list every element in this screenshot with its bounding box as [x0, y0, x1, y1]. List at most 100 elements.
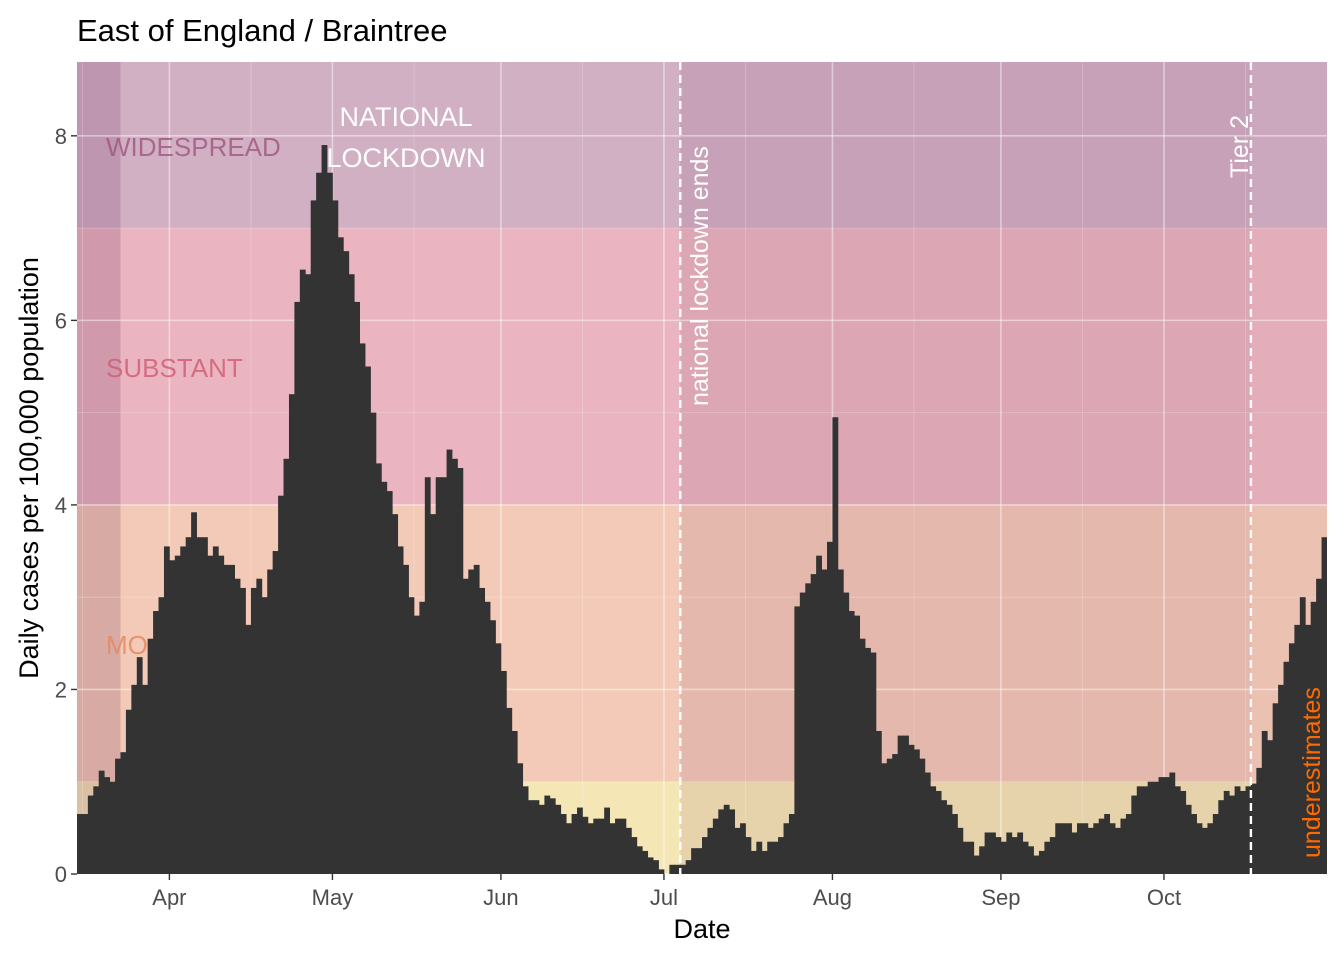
bar [261, 597, 268, 874]
bar [1033, 855, 1040, 874]
bar [1218, 800, 1225, 874]
bar [973, 855, 980, 874]
bar [1250, 783, 1257, 874]
bar [952, 814, 958, 874]
bar [810, 574, 817, 874]
bar [821, 569, 828, 874]
bar [761, 850, 768, 874]
y-axis-label: Daily cases per 100,000 population [14, 257, 44, 679]
bar [1115, 827, 1121, 874]
bar [1087, 827, 1094, 874]
bar [691, 848, 697, 874]
y-axis: 0 2 4 6 8 [55, 124, 77, 887]
bar [1028, 846, 1034, 874]
bar [1196, 823, 1203, 874]
bar [1305, 624, 1312, 874]
bar [1104, 814, 1111, 874]
bar [294, 301, 301, 875]
bar [832, 417, 839, 874]
bar [1006, 832, 1013, 874]
bar [397, 546, 404, 874]
band-label-substantial: SUBSTANT [106, 353, 243, 383]
bar [1278, 684, 1284, 874]
bar [1245, 786, 1252, 874]
bar [174, 555, 181, 874]
bar [120, 752, 127, 874]
bar [1202, 827, 1208, 874]
bar [1125, 814, 1132, 874]
bar [413, 615, 420, 874]
bar [1310, 601, 1317, 874]
bar [1000, 841, 1007, 874]
bar [196, 537, 203, 874]
bar [848, 611, 855, 874]
bar-series [77, 145, 1327, 875]
bar [1180, 790, 1187, 874]
bar [479, 587, 486, 874]
bar [642, 850, 649, 874]
bar [256, 578, 263, 874]
bar [163, 546, 170, 874]
bar [142, 684, 149, 874]
bar [549, 798, 556, 874]
bar [153, 611, 159, 874]
bar [881, 763, 888, 874]
annotations: NATIONAL LOCKDOWN national lockdown ends… [326, 102, 1326, 858]
bar [1055, 823, 1062, 874]
bar [359, 343, 366, 874]
bar [799, 592, 806, 874]
bar [267, 569, 274, 874]
bar [930, 786, 937, 874]
bar [240, 587, 246, 874]
bar [1077, 823, 1083, 874]
x-tick-label: Jul [650, 885, 678, 910]
bar [702, 837, 708, 874]
bar [892, 754, 899, 874]
bar [299, 269, 306, 874]
x-tick-label: Sep [981, 885, 1020, 910]
bar [1283, 661, 1290, 874]
bar [859, 638, 866, 874]
bar [452, 458, 458, 874]
bar [984, 832, 991, 874]
bar [685, 860, 692, 874]
bar [272, 551, 279, 874]
bar [441, 477, 447, 874]
bar [87, 795, 94, 874]
bar [408, 597, 415, 874]
bar [93, 786, 100, 874]
bar [957, 827, 964, 874]
x-axis: Apr May Jun Jul Aug Sep Oct [152, 874, 1181, 910]
bar [538, 804, 545, 874]
bar [332, 200, 339, 875]
bar [783, 823, 790, 874]
bar [354, 301, 361, 875]
bar [229, 564, 236, 874]
bar [348, 274, 355, 874]
underestimates-label: underestimates [1298, 687, 1326, 858]
bar [310, 200, 317, 875]
bar [370, 412, 377, 874]
bar [337, 237, 344, 874]
bar [1038, 850, 1045, 874]
bar [1093, 823, 1100, 874]
y-tick-label: 4 [55, 493, 67, 518]
bar [636, 846, 643, 874]
bar [202, 537, 208, 874]
bar [1207, 823, 1214, 874]
bar [587, 823, 594, 874]
bar [446, 449, 453, 874]
bar [718, 809, 725, 874]
bar [517, 763, 524, 874]
bar [566, 823, 572, 874]
bar [104, 777, 111, 874]
lockdown-label-line2: LOCKDOWN [326, 143, 485, 173]
bar [1098, 818, 1105, 874]
bar [191, 512, 197, 874]
bar [1223, 790, 1230, 874]
bar [185, 537, 192, 874]
bar [327, 172, 333, 874]
bar [560, 814, 567, 874]
chart-title: East of England / Braintree [77, 13, 448, 48]
bar [381, 481, 388, 874]
